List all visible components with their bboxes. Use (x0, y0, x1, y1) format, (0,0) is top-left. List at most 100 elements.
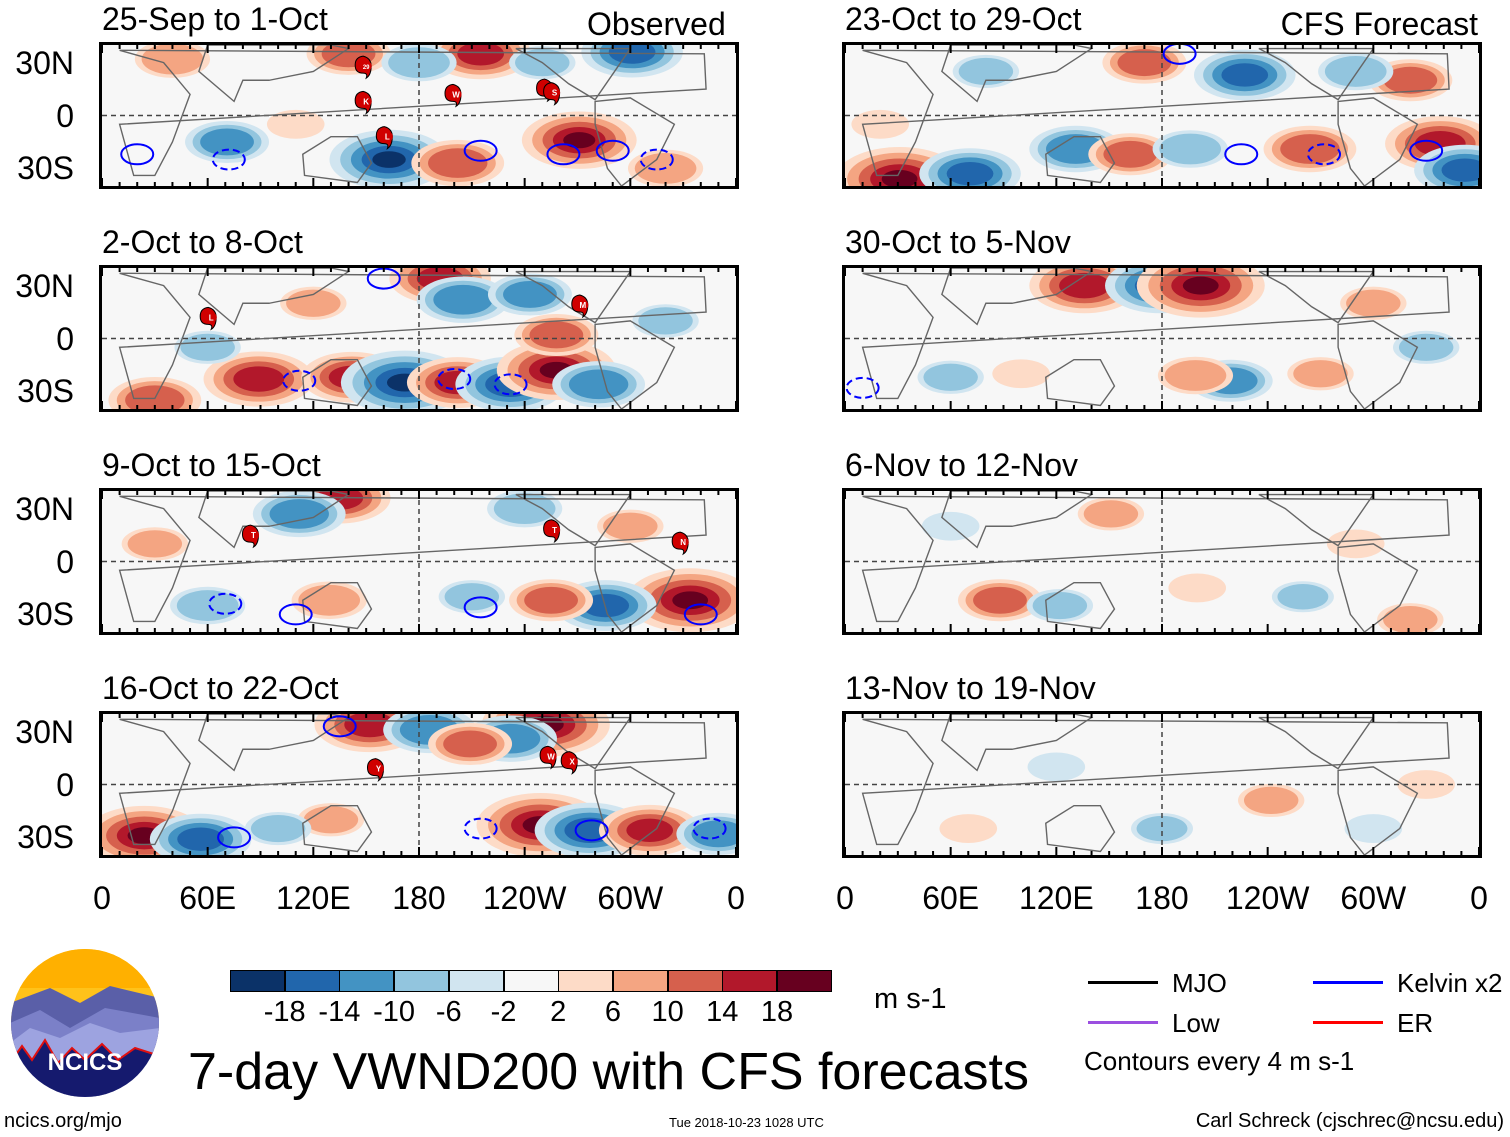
longitude-label: 0 (836, 880, 854, 916)
longitude-label: 60W (597, 880, 664, 916)
wind-anomaly (1027, 752, 1086, 782)
kelvin-contour (463, 596, 498, 619)
wind-anomaly (438, 580, 506, 614)
kelvin-contour (1162, 45, 1197, 65)
observed-column-label: Observed (587, 6, 726, 42)
latitude-label: 30N (15, 44, 74, 81)
kelvin-contour (322, 715, 357, 738)
legend-label: Low (1172, 1008, 1220, 1038)
tropical-cyclone-marker[interactable]: W (444, 83, 462, 108)
tropical-cyclone-marker[interactable]: M (571, 294, 589, 319)
coastline (302, 581, 373, 630)
wind-anomaly (280, 286, 347, 320)
panel-title: 25-Sep to 1-Oct (102, 1, 328, 37)
kelvin-contour (546, 143, 581, 166)
wind-anomaly (1287, 357, 1354, 391)
wind-anomaly (134, 45, 211, 78)
colorbar-label: 14 (706, 996, 739, 1028)
legend-label: MJO (1172, 968, 1227, 998)
latitude-label: 30S (17, 596, 74, 633)
website-link[interactable]: ncics.org/mjo (4, 1110, 122, 1132)
tropical-cyclone-marker[interactable]: W (539, 745, 557, 770)
tropical-cyclone-marker[interactable]: X (560, 751, 578, 775)
storm-label: W (452, 90, 460, 99)
wind-anomaly (306, 45, 391, 75)
longitude-label: 60E (179, 880, 237, 916)
legend-line-mjo (1088, 981, 1158, 984)
coastline (198, 491, 351, 549)
wind-anomaly (1088, 133, 1173, 176)
kelvin-contour (692, 817, 727, 840)
legend-line-kelvin-x2 (1313, 981, 1383, 984)
coastline (1045, 358, 1116, 407)
contour-note: Contours every 4 m s-1 (1084, 1046, 1355, 1076)
tropical-cyclone-marker[interactable]: L (375, 126, 393, 150)
wind-anomaly (919, 148, 1021, 186)
wind-anomaly (291, 581, 367, 620)
tropical-cyclone-marker[interactable]: K (354, 90, 372, 115)
coastline (941, 45, 1094, 103)
wind-anomaly (939, 814, 998, 843)
coastline (594, 543, 676, 632)
coastline (118, 49, 707, 177)
coastline (1258, 716, 1375, 770)
tropical-cyclone-marker[interactable]: Y (366, 758, 384, 782)
colorbar-label: -6 (435, 996, 462, 1028)
latitude-label: 30S (17, 150, 74, 187)
coastline (118, 718, 707, 846)
coastline (594, 320, 676, 409)
coastline (515, 493, 632, 547)
tropical-cyclone-marker[interactable]: 29 (354, 55, 372, 80)
ncics-logo: NCICS (10, 948, 160, 1098)
coastline (1337, 543, 1419, 632)
kelvin-contour (574, 819, 609, 842)
wind-anomaly (487, 491, 563, 528)
coastline (1337, 766, 1419, 855)
forecast-column-label: CFS Forecast (1280, 6, 1478, 42)
wind-anomaly (1157, 356, 1234, 395)
panel-title: 16-Oct to 22-Oct (102, 670, 339, 706)
wind-anomaly (514, 313, 599, 356)
map-panel-forecast (842, 42, 1482, 189)
timestamp: Tue 2018-10-23 1028 UTC (669, 1115, 824, 1130)
panel-title: 9-Oct to 15-Oct (102, 447, 321, 483)
colorbar-swatch (339, 970, 395, 992)
storm-label: T (552, 526, 557, 535)
tropical-cyclone-marker[interactable]: S (543, 82, 561, 106)
tropical-cyclone-marker[interactable]: L (199, 306, 217, 331)
tropical-cyclone-marker[interactable]: T (543, 519, 561, 543)
coastline (1045, 135, 1116, 184)
colorbar-label: -10 (373, 996, 416, 1028)
tropical-cyclone-marker[interactable]: N (671, 531, 689, 556)
wind-anomaly (108, 376, 202, 409)
coastline (118, 272, 707, 400)
coastline (198, 45, 351, 103)
latitude-label: 30N (15, 267, 74, 304)
colorbar-units: m s-1 (874, 983, 947, 1015)
coastline (941, 268, 1094, 326)
wind-anomaly (1414, 144, 1479, 186)
storm-label: L (209, 313, 214, 322)
kelvin-contour (493, 373, 528, 396)
wind-anomaly (581, 45, 683, 78)
storm-label: Y (376, 765, 382, 774)
map-panel-observed: T T N (99, 488, 739, 635)
colorbar-swatch (394, 970, 450, 992)
colorbar-swatch (722, 970, 778, 992)
svg-text:NCICS: NCICS (48, 1049, 123, 1076)
coastline (118, 495, 707, 623)
coastline (515, 716, 632, 770)
colorbar-swatch (667, 970, 723, 992)
latitude-label: 0 (56, 97, 74, 134)
storm-label: N (680, 538, 686, 547)
latitude-label: 30N (15, 713, 74, 750)
longitude-label: 60E (922, 880, 980, 916)
tropical-cyclone-marker[interactable]: T (241, 524, 259, 549)
wind-anomaly (1152, 130, 1228, 168)
coastline (941, 714, 1094, 772)
wind-anomaly (1397, 770, 1455, 799)
longitude-label: 0 (1470, 880, 1488, 916)
coastline (1258, 493, 1375, 547)
wind-anomaly (1392, 330, 1460, 364)
